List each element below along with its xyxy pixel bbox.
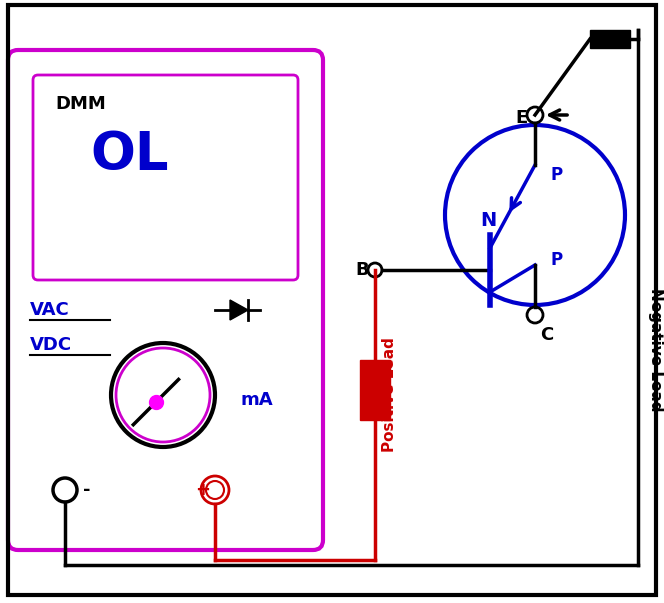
Text: VDC: VDC: [30, 336, 72, 354]
Polygon shape: [590, 30, 630, 48]
Circle shape: [527, 307, 543, 323]
Text: mA: mA: [240, 391, 273, 409]
Text: B: B: [355, 261, 369, 279]
Text: E: E: [515, 109, 527, 127]
Text: Positive Lead: Positive Lead: [382, 338, 398, 452]
Circle shape: [111, 343, 215, 447]
Circle shape: [116, 348, 210, 442]
Circle shape: [206, 481, 224, 499]
Circle shape: [445, 125, 625, 305]
Text: N: N: [480, 210, 496, 230]
Text: VAC: VAC: [30, 301, 70, 319]
Polygon shape: [360, 360, 390, 420]
Text: -: -: [83, 481, 90, 499]
Circle shape: [53, 478, 77, 502]
Text: +: +: [195, 481, 210, 499]
Polygon shape: [230, 300, 248, 320]
Text: DMM: DMM: [55, 95, 106, 113]
Text: C: C: [540, 326, 553, 344]
Text: Negative Lead: Negative Lead: [647, 288, 663, 412]
Circle shape: [368, 263, 382, 277]
Text: P: P: [550, 166, 562, 184]
FancyBboxPatch shape: [8, 50, 323, 550]
FancyBboxPatch shape: [33, 75, 298, 280]
Text: OL: OL: [91, 129, 169, 181]
Text: P: P: [550, 251, 562, 269]
Circle shape: [201, 476, 229, 504]
Circle shape: [527, 107, 543, 123]
